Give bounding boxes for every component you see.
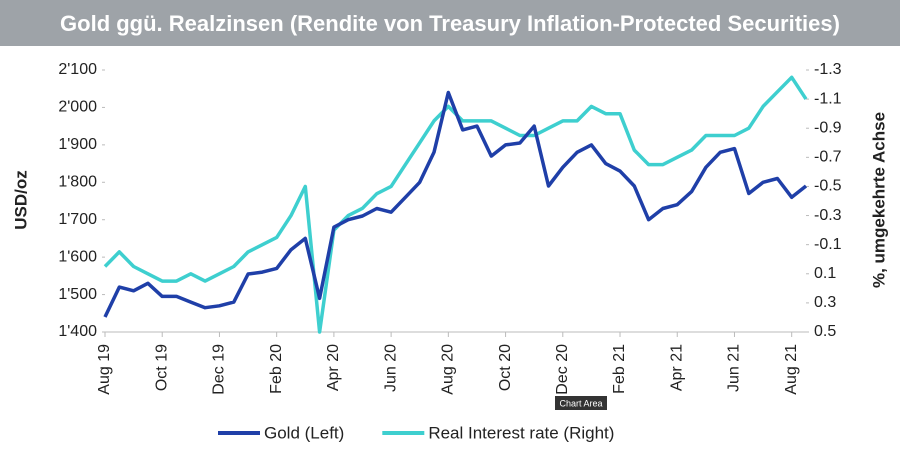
y2-tick-label: -0.3	[814, 207, 842, 224]
x-tick-label: Oct 20	[497, 344, 514, 391]
y-tick-label: 1'600	[58, 248, 97, 265]
x-tick-label: Aug 19	[96, 344, 113, 395]
series-line	[103, 90, 808, 318]
x-tick-label: Feb 20	[268, 344, 285, 394]
x-tick-label: Jun 21	[726, 344, 743, 392]
tooltip-box	[555, 396, 607, 410]
x-tick-label: Aug 20	[440, 344, 457, 395]
y-tick-label: 1'400	[58, 323, 97, 340]
y2-tick-label: 0.3	[814, 294, 836, 311]
tooltip: Chart Area	[559, 398, 602, 408]
y-tick-label: 1'700	[58, 211, 97, 228]
y-tick-label: 2'000	[58, 99, 97, 116]
x-tick-label: Jun 20	[382, 344, 399, 392]
y2-tick-label: -0.5	[814, 178, 842, 195]
y2-tick-label: -1.3	[814, 61, 842, 78]
x-tick-label: Apr 21	[668, 344, 685, 391]
legend-label: Real Interest rate (Right)	[428, 423, 614, 442]
x-tick-label: Dec 20	[554, 344, 571, 395]
y-axis-title: USD/oz	[11, 170, 30, 230]
y-tick-label: 2'100	[58, 61, 97, 78]
x-tick-label: Aug 21	[783, 344, 800, 395]
y2-tick-label: -0.7	[814, 149, 842, 166]
x-tick-label: Apr 20	[325, 344, 342, 391]
legend-label: Gold (Left)	[264, 423, 344, 442]
chart-title: Gold ggü. Realzinsen (Rendite von Treasu…	[60, 11, 840, 36]
x-tick-label: Dec 19	[211, 344, 228, 395]
y-tick-label: 1'900	[58, 136, 97, 153]
y2-tick-label: -0.9	[814, 119, 842, 136]
y2-tick-label: -1.1	[814, 90, 842, 107]
y-tick-label: 1'800	[58, 174, 97, 191]
y2-tick-label: 0.1	[814, 265, 836, 282]
title-bar	[0, 0, 900, 46]
x-tick-label: Oct 19	[153, 344, 170, 391]
y2-tick-label: -0.1	[814, 236, 842, 253]
y2-axis-title: %, umgekehrte Achse	[869, 112, 888, 288]
x-tick-label: Feb 21	[611, 344, 628, 394]
y-tick-label: 1'500	[58, 286, 97, 303]
y2-tick-label: 0.5	[814, 323, 836, 340]
